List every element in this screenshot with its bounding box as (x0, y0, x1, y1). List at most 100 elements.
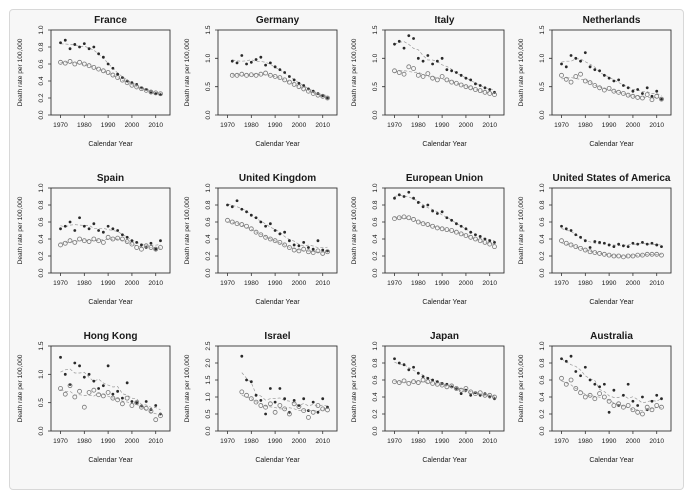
y-tick-label: 0.2 (372, 251, 379, 260)
y-axis-label: Death rate per 100,000 (351, 196, 358, 264)
data-point-open (473, 391, 478, 396)
y-tick-label: 0.0 (372, 426, 379, 435)
data-point-filled (569, 354, 573, 358)
y-tick-label: 1.5 (372, 25, 379, 34)
plot-box (551, 187, 672, 274)
data-point-filled (602, 382, 606, 386)
data-point-filled (445, 68, 449, 72)
data-point-filled (569, 229, 573, 232)
data-point-filled (450, 69, 454, 73)
data-point-filled (259, 220, 263, 224)
data-point-filled (273, 229, 277, 232)
data-point-filled (101, 230, 105, 234)
data-point-open (578, 245, 583, 251)
data-point-filled (421, 205, 425, 209)
data-point-filled (307, 246, 310, 249)
y-tick-label: 0.2 (539, 251, 546, 260)
x-tick-label: 1980 (77, 122, 92, 129)
trend-line-filled-points (394, 361, 495, 397)
data-point-open (406, 64, 412, 70)
data-point-filled (598, 69, 601, 73)
data-point-filled (59, 227, 62, 231)
data-point-open (635, 95, 641, 100)
y-tick-label: 0.8 (372, 200, 379, 209)
data-point-filled (235, 199, 239, 203)
data-point-filled (73, 43, 77, 46)
x-tick-label: 1990 (602, 438, 617, 445)
data-point-open (611, 253, 617, 259)
data-point-open (234, 72, 240, 78)
data-point-open (100, 393, 106, 399)
data-point-filled (588, 378, 592, 382)
chart-panel-united-kingdom: United Kingdom 1970 1980 1990 2000 2010 Calend… (178, 169, 345, 327)
data-point-open (134, 400, 140, 406)
data-point-open (568, 79, 574, 85)
data-point-open (654, 403, 660, 408)
data-point-filled (393, 196, 396, 200)
data-point-open (306, 88, 311, 94)
x-axis-label: Calendar Year (255, 457, 300, 464)
data-point-filled (393, 357, 396, 361)
data-point-open (601, 87, 607, 93)
data-point-open (72, 394, 78, 400)
data-point-open (425, 71, 431, 77)
data-point-open (258, 403, 264, 408)
data-point-open (124, 239, 130, 244)
data-point-filled (464, 76, 468, 80)
x-tick-label: 1970 (554, 280, 569, 287)
data-point-filled (292, 399, 296, 402)
data-point-open (559, 375, 564, 381)
data-point-open (640, 252, 645, 258)
data-point-open (592, 83, 598, 88)
y-tick-label: 1.0 (38, 183, 45, 192)
data-point-open (411, 379, 416, 385)
data-point-open (296, 84, 302, 90)
data-point-open (434, 77, 440, 83)
y-tick-label: 1.5 (205, 375, 212, 384)
data-point-filled (645, 242, 649, 246)
data-point-filled (660, 245, 663, 249)
panel-title: Italy (434, 15, 454, 26)
x-tick-label: 1970 (220, 122, 235, 129)
data-point-open (454, 229, 459, 235)
plot-box (384, 187, 505, 274)
x-tick-label: 2010 (649, 280, 664, 287)
data-point-open (411, 217, 416, 222)
data-point-open (463, 233, 469, 238)
data-point-filled (602, 73, 606, 77)
data-point-open (492, 92, 497, 97)
data-point-open (258, 71, 264, 77)
data-point-filled (63, 372, 67, 376)
data-point-open (244, 223, 249, 229)
data-point-filled (631, 89, 635, 93)
data-point-filled (82, 224, 86, 228)
y-tick-label: 0.2 (372, 409, 379, 418)
data-point-open (592, 250, 598, 255)
data-point-filled (469, 393, 473, 397)
panel-svg-netherlands: Netherlands 1970 1980 1990 2000 2010 Calendar … (518, 15, 672, 148)
x-axis-label: Calendar Year (422, 141, 467, 148)
data-point-filled (125, 381, 129, 385)
data-point-filled (226, 203, 229, 207)
data-point-open (258, 232, 264, 238)
data-point-filled (259, 55, 263, 59)
data-point-filled (407, 190, 411, 194)
x-tick-label: 1980 (578, 122, 593, 129)
data-point-open (287, 79, 292, 85)
data-point-open (239, 389, 245, 395)
data-point-open (134, 245, 140, 250)
x-tick-label: 1990 (435, 122, 450, 129)
x-tick-label: 2000 (626, 122, 641, 129)
x-tick-label: 1980 (411, 438, 426, 445)
data-point-open (301, 86, 307, 92)
x-tick-label: 1980 (411, 122, 426, 129)
plot-box (50, 29, 171, 116)
data-point-open (120, 236, 125, 242)
data-point-open (563, 381, 569, 387)
data-point-filled (612, 79, 616, 83)
y-tick-label: 0.8 (205, 200, 212, 209)
y-tick-label: 0.0 (372, 268, 379, 277)
data-point-filled (407, 34, 411, 38)
y-tick-label: 1.0 (372, 183, 379, 192)
trend-line-filled-points (561, 228, 662, 246)
